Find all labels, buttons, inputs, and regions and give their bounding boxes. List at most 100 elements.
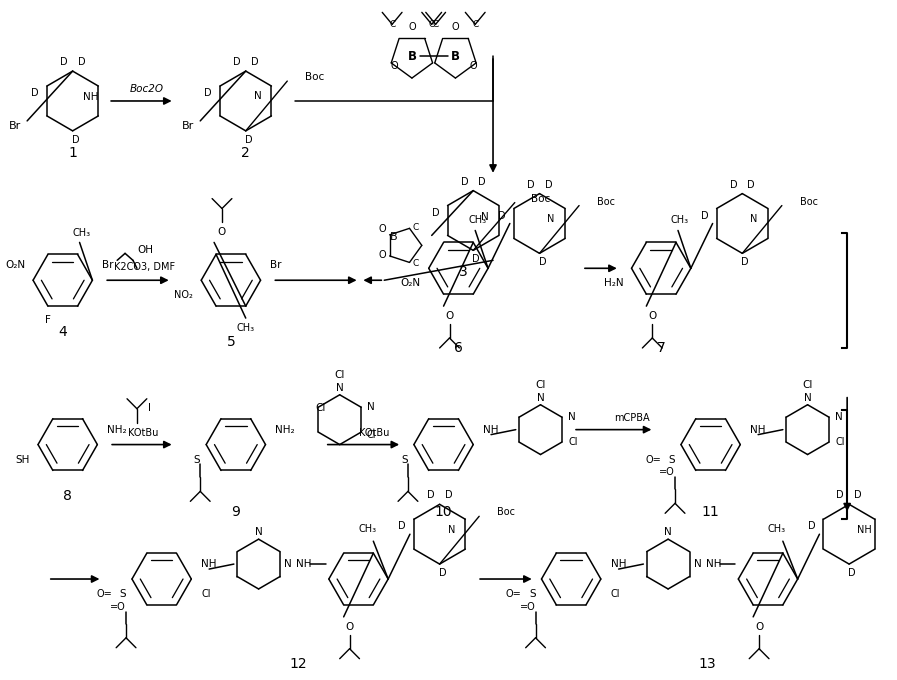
Text: =O: =O <box>519 602 536 612</box>
Text: D: D <box>445 490 452 500</box>
Text: Cl: Cl <box>803 380 813 390</box>
Text: D: D <box>854 490 862 500</box>
Text: O: O <box>345 622 353 632</box>
Text: Br: Br <box>271 260 282 271</box>
Text: NH: NH <box>611 559 626 569</box>
Text: C: C <box>432 20 439 29</box>
Text: N: N <box>665 527 672 537</box>
Text: D: D <box>729 180 737 190</box>
Text: O: O <box>469 61 477 71</box>
Text: CH₃: CH₃ <box>768 524 786 534</box>
Text: Br: Br <box>102 260 114 271</box>
Text: D: D <box>747 180 755 190</box>
Text: S: S <box>194 454 200 464</box>
Text: 8: 8 <box>64 490 72 503</box>
Text: O: O <box>755 622 763 632</box>
Text: O₂N: O₂N <box>401 278 421 288</box>
Text: 13: 13 <box>699 657 717 670</box>
Text: Cl: Cl <box>611 589 620 599</box>
Text: D: D <box>431 207 440 218</box>
Text: D: D <box>544 180 553 190</box>
Text: Br: Br <box>182 121 195 131</box>
Text: Boc: Boc <box>531 194 550 203</box>
Text: N: N <box>804 393 812 403</box>
Text: N: N <box>254 91 261 101</box>
Text: N: N <box>335 383 344 393</box>
Text: O: O <box>390 61 398 71</box>
Text: N: N <box>568 412 576 422</box>
Text: O=: O= <box>97 589 112 599</box>
Text: O: O <box>649 311 657 321</box>
Text: D: D <box>807 522 815 531</box>
Text: C: C <box>389 20 396 29</box>
Text: KOtBu: KOtBu <box>127 428 158 438</box>
Text: D: D <box>460 177 468 186</box>
Text: Cl: Cl <box>568 437 578 447</box>
Text: N: N <box>481 211 489 222</box>
Text: D: D <box>498 211 506 220</box>
Text: D: D <box>205 88 212 98</box>
Text: S: S <box>529 589 536 599</box>
Text: Br: Br <box>9 121 22 131</box>
Text: D: D <box>539 257 546 267</box>
Text: D: D <box>473 254 480 265</box>
Text: N: N <box>547 214 555 224</box>
Text: B: B <box>390 233 398 243</box>
Text: O: O <box>218 227 226 237</box>
Text: NH: NH <box>83 92 98 102</box>
Text: D: D <box>245 135 253 145</box>
Text: NH: NH <box>750 424 766 435</box>
Text: Boc2O: Boc2O <box>130 84 164 94</box>
Text: O: O <box>408 22 415 32</box>
Text: D: D <box>849 568 856 578</box>
Text: Cl: Cl <box>316 403 326 413</box>
Text: O: O <box>379 250 386 260</box>
Text: NH: NH <box>857 525 872 535</box>
Text: OH: OH <box>137 245 152 256</box>
Text: S: S <box>401 454 408 464</box>
Text: D: D <box>527 180 535 190</box>
Text: C: C <box>429 20 435 29</box>
Text: N: N <box>448 525 455 535</box>
Text: 1: 1 <box>68 146 77 160</box>
Text: NH: NH <box>483 424 499 435</box>
Text: D: D <box>836 490 844 500</box>
Text: NH₂: NH₂ <box>275 424 295 435</box>
Text: N: N <box>693 559 701 569</box>
Text: SH: SH <box>16 454 30 464</box>
Text: 4: 4 <box>58 325 67 339</box>
Text: S: S <box>668 454 675 464</box>
Text: =O: =O <box>659 467 675 477</box>
Text: I: I <box>148 403 151 413</box>
Text: Cl: Cl <box>835 437 845 447</box>
Text: 3: 3 <box>459 265 467 279</box>
Text: mCPBA: mCPBA <box>614 413 649 423</box>
Text: CH₃: CH₃ <box>671 216 689 226</box>
Text: CH₃: CH₃ <box>468 216 486 226</box>
Text: D: D <box>233 57 240 67</box>
Text: 10: 10 <box>435 505 452 520</box>
Text: 11: 11 <box>701 505 719 520</box>
Text: B: B <box>407 50 416 63</box>
Text: N: N <box>750 214 758 224</box>
Text: NO₂: NO₂ <box>174 290 194 300</box>
Text: CH₃: CH₃ <box>73 228 91 239</box>
Text: O₂N: O₂N <box>5 260 25 271</box>
Text: C: C <box>472 20 478 29</box>
Text: 7: 7 <box>657 341 666 355</box>
Text: N: N <box>255 527 263 537</box>
Text: D: D <box>60 57 67 67</box>
Text: =O: =O <box>110 602 126 612</box>
Text: Cl: Cl <box>335 370 344 380</box>
Text: S: S <box>119 589 126 599</box>
Text: CH₃: CH₃ <box>237 323 255 333</box>
Text: NH: NH <box>706 559 721 569</box>
Text: Cl: Cl <box>536 380 545 390</box>
Text: Cl: Cl <box>366 430 376 439</box>
Text: O=: O= <box>506 589 522 599</box>
Text: NH: NH <box>296 559 311 569</box>
Text: D: D <box>31 88 39 98</box>
Text: O=: O= <box>646 454 661 464</box>
Text: Boc: Boc <box>497 507 515 517</box>
Text: 2: 2 <box>241 146 250 160</box>
